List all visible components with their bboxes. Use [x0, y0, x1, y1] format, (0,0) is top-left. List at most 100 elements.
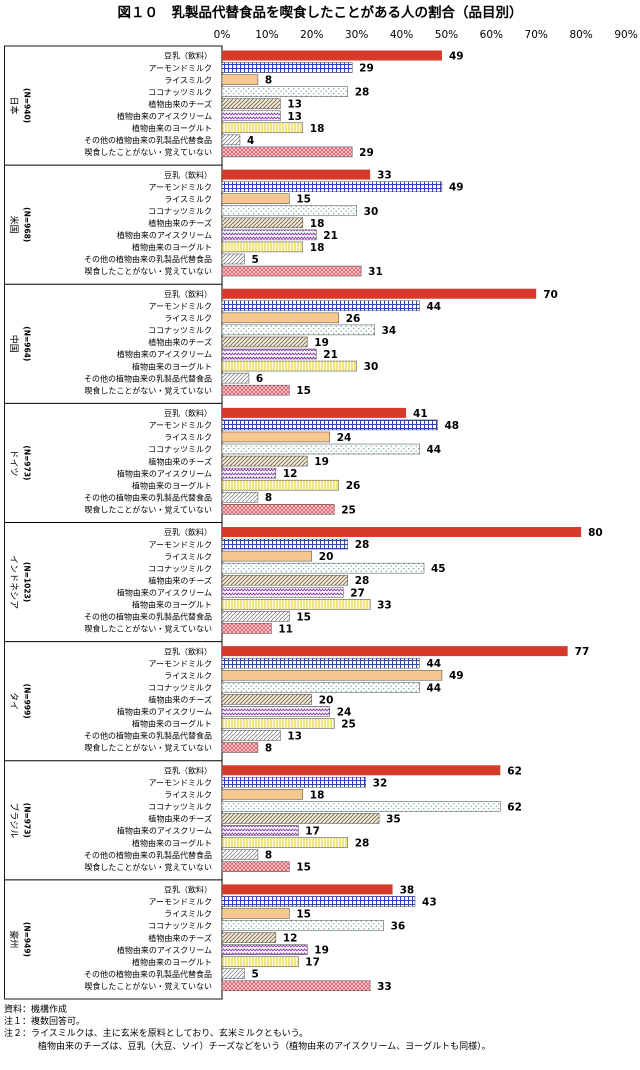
value-label: 35 — [386, 813, 401, 825]
bar — [222, 288, 537, 299]
group-3: ドイツ (N=973) 豆乳（飲料） 41 アーモンドミルク 48 ライスミルク 24 ココナッ… — [8, 407, 459, 516]
value-label: 25 — [341, 504, 356, 516]
category-label: 植物由来のチーズ — [148, 99, 212, 109]
bar — [221, 980, 371, 992]
category-label: その他の植物由来の乳製品代替食品 — [84, 731, 212, 741]
category-label: 喫食したことがない・覚えていない — [84, 862, 212, 872]
value-label: 8 — [265, 850, 272, 862]
category-label: 喫食したことがない・覚えていない — [84, 266, 212, 276]
category-label: その他の植物由来の乳製品代替食品 — [84, 492, 212, 502]
category-label: ココナッツミルク — [148, 326, 212, 335]
bar — [222, 646, 568, 657]
value-label: 5 — [251, 969, 258, 981]
bar — [221, 813, 380, 824]
value-label: 31 — [368, 266, 383, 278]
category-label: 喫食したことがない・覚えていない — [84, 624, 212, 634]
bar — [221, 669, 443, 681]
bar — [221, 730, 281, 741]
group-name: タイ — [8, 692, 19, 710]
category-label: 豆乳（飲料） — [164, 646, 212, 656]
bar — [221, 443, 420, 455]
value-label: 28 — [355, 575, 370, 587]
bar — [221, 265, 362, 277]
value-label: 11 — [278, 623, 293, 635]
bar — [221, 896, 416, 907]
bar — [221, 110, 281, 121]
value-label: 43 — [422, 896, 437, 908]
value-label: 33 — [377, 170, 392, 182]
value-label: 77 — [575, 646, 590, 658]
category-label: ココナッツミルク — [148, 564, 212, 573]
x-tick-label: 60% — [480, 29, 503, 41]
bar — [221, 657, 420, 669]
category-label: ライスミルク — [164, 671, 212, 680]
category-label: ライスミルク — [164, 791, 212, 800]
bar — [221, 825, 299, 836]
x-tick-label: 20% — [300, 29, 323, 41]
category-label: 植物由来のチーズ — [148, 575, 212, 585]
x-tick-label: 40% — [390, 29, 413, 41]
bar — [221, 134, 241, 146]
bar — [221, 504, 335, 515]
category-label: その他の植物由来の乳製品代替食品 — [84, 373, 212, 383]
value-label: 18 — [310, 242, 325, 254]
bar — [221, 324, 375, 336]
bar — [221, 479, 339, 491]
value-label: 6 — [256, 373, 263, 385]
value-label: 13 — [287, 730, 302, 742]
bar — [221, 193, 290, 204]
category-label: アーモンドミルク — [148, 64, 212, 73]
category-label: その他の植物由来の乳製品代替食品 — [84, 254, 212, 264]
note-2-continued: 植物由来のチーズは、豆乳（大豆、ソイ）チーズなどをいう（植物由来のアイスクリーム… — [38, 1041, 491, 1052]
value-label: 26 — [346, 313, 361, 325]
bar — [221, 944, 308, 955]
category-label: 喫食したことがない・覚えていない — [84, 385, 212, 395]
group-n-label: (N=973) — [23, 803, 32, 838]
bar — [221, 253, 245, 265]
value-label: 36 — [391, 921, 406, 933]
group-1: 米国 (N=968) 豆乳（飲料） 33 アーモンドミルク 49 ライスミルク 15 ココナッツ… — [8, 169, 464, 278]
value-label: 17 — [305, 826, 320, 838]
x-tick-label: 10% — [255, 29, 278, 41]
group-4: インドネシア (N=1023) 豆乳（飲料） 80 アーモンドミルク 28 ライスミルク 20… — [8, 527, 603, 635]
bar — [221, 229, 317, 241]
category-label: 植物由来のチーズ — [148, 218, 212, 228]
value-label: 21 — [323, 349, 338, 361]
category-label: アーモンドミルク — [148, 302, 212, 311]
bar — [222, 765, 501, 776]
bar — [221, 241, 304, 253]
value-label: 44 — [427, 658, 442, 670]
x-tick-label: 50% — [435, 29, 458, 41]
category-label: 植物由来のヨーグルト — [132, 838, 212, 848]
category-label: 植物由来のヨーグルト — [132, 957, 212, 967]
category-label: 植物由来のアイスクリーム — [117, 587, 212, 597]
category-label: 植物由来のアイスクリーム — [117, 349, 212, 359]
category-label: 喫食したことがない・覚えていない — [84, 504, 212, 514]
value-label: 49 — [449, 182, 464, 194]
category-label: その他の植物由来の乳製品代替食品 — [84, 969, 212, 979]
bar — [221, 300, 420, 312]
category-label: その他の植物由来の乳製品代替食品 — [84, 612, 212, 622]
group-n-label: (N=1023) — [23, 562, 32, 602]
category-label: アーモンドミルク — [148, 421, 212, 430]
group-2: 中国 (N=964) 豆乳（飲料） 70 アーモンドミルク 44 ライスミルク 26 ココナッツ… — [8, 288, 558, 397]
bar — [221, 360, 357, 372]
category-label: 豆乳（飲料） — [164, 885, 212, 895]
category-label: 植物由来のチーズ — [148, 933, 212, 943]
bar — [221, 611, 290, 622]
x-tick-label: 30% — [345, 29, 368, 41]
group-name: 日本 — [8, 97, 20, 115]
bar — [222, 50, 442, 61]
value-label: 18 — [310, 123, 325, 135]
value-label: 13 — [287, 99, 302, 111]
category-label: 植物由来のアイスクリーム — [117, 707, 212, 717]
group-name: 米国 — [8, 216, 20, 234]
x-axis-ticks: 0% 10% 20% 30% 40% 50% 60% 70% 80% 90% — [214, 29, 638, 41]
bar — [221, 431, 330, 443]
category-label: 豆乳（飲料） — [164, 765, 212, 775]
value-label: 70 — [543, 289, 558, 301]
bar — [221, 574, 348, 586]
value-label: 44 — [427, 682, 442, 694]
value-label: 29 — [359, 63, 374, 75]
